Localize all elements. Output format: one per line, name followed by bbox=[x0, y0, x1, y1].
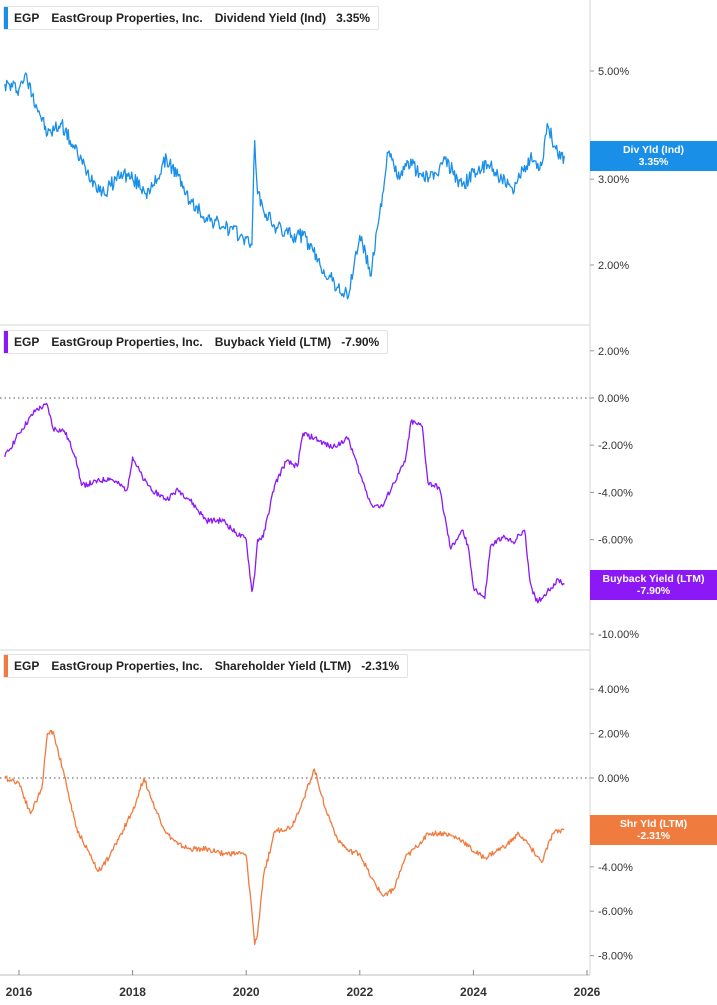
y-tick-label: 4.00% bbox=[598, 684, 629, 696]
flag-label: Buyback Yield (LTM) bbox=[602, 573, 705, 585]
flag-shareholder-yield: Shr Yld (LTM) -2.31% bbox=[590, 815, 717, 845]
panel-separators bbox=[0, 0, 591, 975]
y-tick-label: -6.00% bbox=[598, 535, 633, 547]
flag-value: -2.31% bbox=[636, 830, 671, 842]
buyback-yield-panel: 2.00%0.00%-2.00%-4.00%-6.00%-8.00%-10.00… bbox=[0, 346, 639, 641]
y-tick-label: -2.00% bbox=[598, 440, 633, 452]
flag-label: Shr Yld (LTM) bbox=[619, 818, 688, 830]
x-tick-label: 2022 bbox=[346, 985, 373, 999]
legend-metric: Buyback Yield (LTM) bbox=[214, 335, 332, 349]
legend-company: EastGroup Properties, Inc. bbox=[51, 335, 203, 349]
y-tick-label: -4.00% bbox=[598, 487, 633, 499]
legend-swatch bbox=[4, 7, 8, 29]
legend-value: -7.90% bbox=[341, 335, 380, 349]
flag-value: 3.35% bbox=[638, 156, 669, 168]
series-line bbox=[4, 72, 565, 300]
legend-metric: Dividend Yield (Ind) bbox=[214, 11, 327, 25]
legend-company: EastGroup Properties, Inc. bbox=[51, 11, 203, 25]
flag-buyback-yield: Buyback Yield (LTM) -7.90% bbox=[590, 570, 717, 600]
legend-ticker: EGP bbox=[14, 11, 40, 25]
y-tick-label: 2.00% bbox=[598, 729, 629, 741]
legend-company: EastGroup Properties, Inc. bbox=[51, 659, 203, 673]
legend-swatch bbox=[4, 331, 8, 353]
series-line bbox=[4, 402, 565, 604]
legend-ticker: EGP bbox=[14, 659, 40, 673]
legend-shareholder-yield: EGP EastGroup Properties, Inc. Sharehold… bbox=[3, 654, 409, 678]
y-tick-label: 5.00% bbox=[598, 66, 629, 78]
y-tick-label: 0.00% bbox=[598, 393, 629, 405]
legend-metric: Shareholder Yield (LTM) bbox=[214, 659, 352, 673]
legend-swatch bbox=[4, 655, 8, 677]
y-tick-label: -6.00% bbox=[598, 906, 633, 918]
legend-ticker: EGP bbox=[14, 335, 40, 349]
legend-value: 3.35% bbox=[336, 11, 371, 25]
y-tick-label: 2.00% bbox=[598, 346, 629, 358]
x-axis: 2016 2018 2020 2022 2024 2026 bbox=[0, 970, 601, 999]
y-tick-label: 3.00% bbox=[598, 174, 629, 186]
flag-dividend-yield: Div Yld (Ind) 3.35% bbox=[590, 141, 717, 171]
dividend-yield-panel: 5.00% 3.00% 2.00% bbox=[4, 66, 629, 300]
x-tick-label: 2020 bbox=[233, 985, 260, 999]
flag-value: -7.90% bbox=[636, 585, 671, 597]
legend-value: -2.31% bbox=[361, 659, 400, 673]
x-tick-label: 2026 bbox=[574, 985, 601, 999]
series-line bbox=[4, 729, 565, 946]
legend-dividend-yield: EGP EastGroup Properties, Inc. Dividend … bbox=[3, 6, 380, 30]
y-tick-label: -4.00% bbox=[598, 862, 633, 874]
shareholder-yield-panel: 4.00%2.00%0.00%-2.00%-4.00%-6.00%-8.00% bbox=[0, 684, 633, 963]
y-tick-label: 2.00% bbox=[598, 260, 629, 272]
y-tick-label: 0.00% bbox=[598, 773, 629, 785]
x-tick-label: 2016 bbox=[6, 985, 33, 999]
x-tick-label: 2024 bbox=[460, 985, 487, 999]
y-tick-label: -8.00% bbox=[598, 951, 633, 963]
flag-label: Div Yld (Ind) bbox=[622, 144, 685, 156]
x-tick-label: 2018 bbox=[119, 985, 146, 999]
y-tick-label: -10.00% bbox=[598, 629, 639, 641]
legend-buyback-yield: EGP EastGroup Properties, Inc. Buyback Y… bbox=[3, 330, 389, 354]
